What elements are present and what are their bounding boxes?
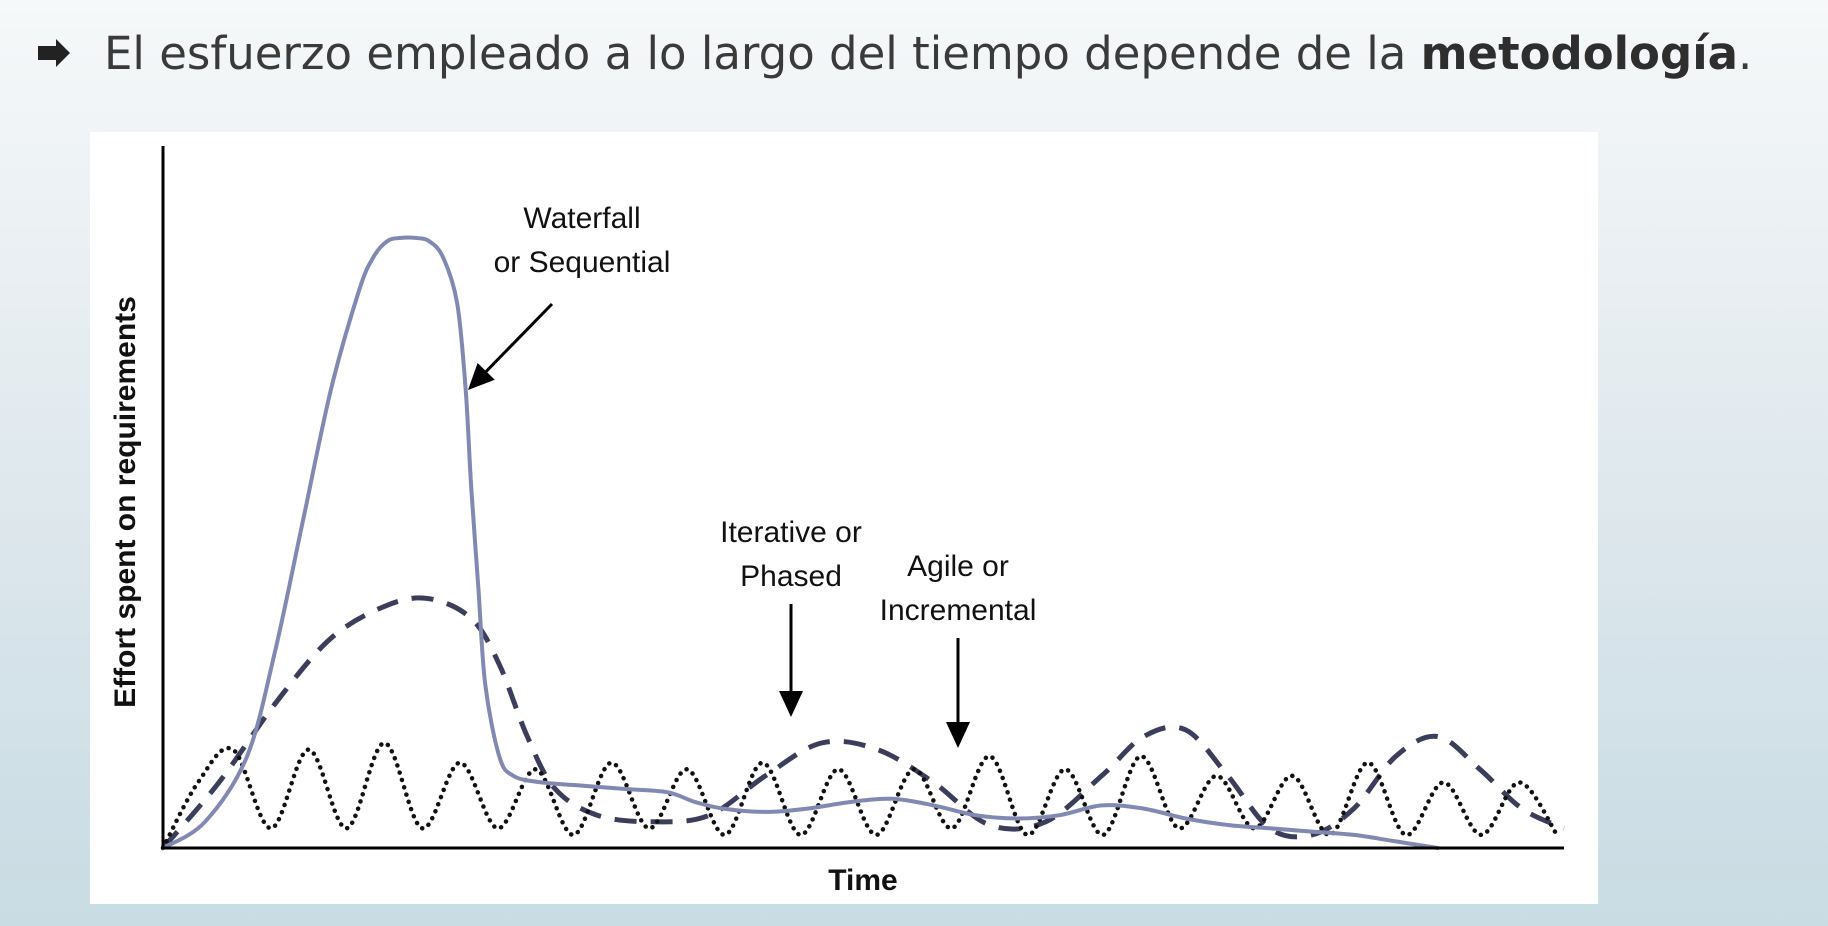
bullet-text-bold: metodología (1420, 26, 1738, 80)
annotation-arrowhead-agile-or-incremental (946, 722, 970, 748)
series-line-agile-or-incremental (160, 740, 1560, 851)
effort-over-time-chart: Time Effort spent on requirements Waterf… (109, 146, 1566, 897)
annotation-label-iterative-or-phased-line-2: Phased (740, 560, 842, 593)
annotation-label-waterfall-or-sequential-line-1: Waterfall (523, 202, 640, 235)
bullet-text: El esfuerzo empleado a lo largo del tiem… (104, 31, 1752, 76)
annotation-label-agile-or-incremental-line-2: Incremental (880, 594, 1037, 627)
annotation-label-waterfall-or-sequential-line-2: or Sequential (494, 246, 671, 279)
annotation-layer: Waterfall or Sequential Iterative or Phased… (468, 202, 1036, 748)
bullet-text-prefix: El esfuerzo empleado a lo largo del tiem… (104, 26, 1421, 80)
bullet-text-suffix: . (1737, 26, 1753, 80)
series-layer (160, 235, 1566, 851)
annotation-label-iterative-or-phased-line-1: Iterative or (720, 516, 862, 549)
arrow-bullet-icon (38, 39, 70, 67)
annotation-arrowhead-waterfall-or-sequential (468, 363, 495, 390)
x-axis-label: Time (828, 864, 897, 897)
annotation-arrow-waterfall-or-sequential (485, 302, 554, 373)
y-axis-label: Effort spent on requirements (109, 296, 142, 708)
series-line-waterfall-or-sequential (161, 235, 1440, 850)
annotation-arrowhead-iterative-or-phased (779, 691, 803, 717)
bullet-point: El esfuerzo empleado a lo largo del tiem… (36, 18, 1752, 88)
annotation-label-agile-or-incremental-line-1: Agile or (907, 550, 1009, 583)
chart-panel: Time Effort spent on requirements Waterf… (90, 132, 1598, 904)
series-line-iterative-or-phased (161, 595, 1566, 850)
